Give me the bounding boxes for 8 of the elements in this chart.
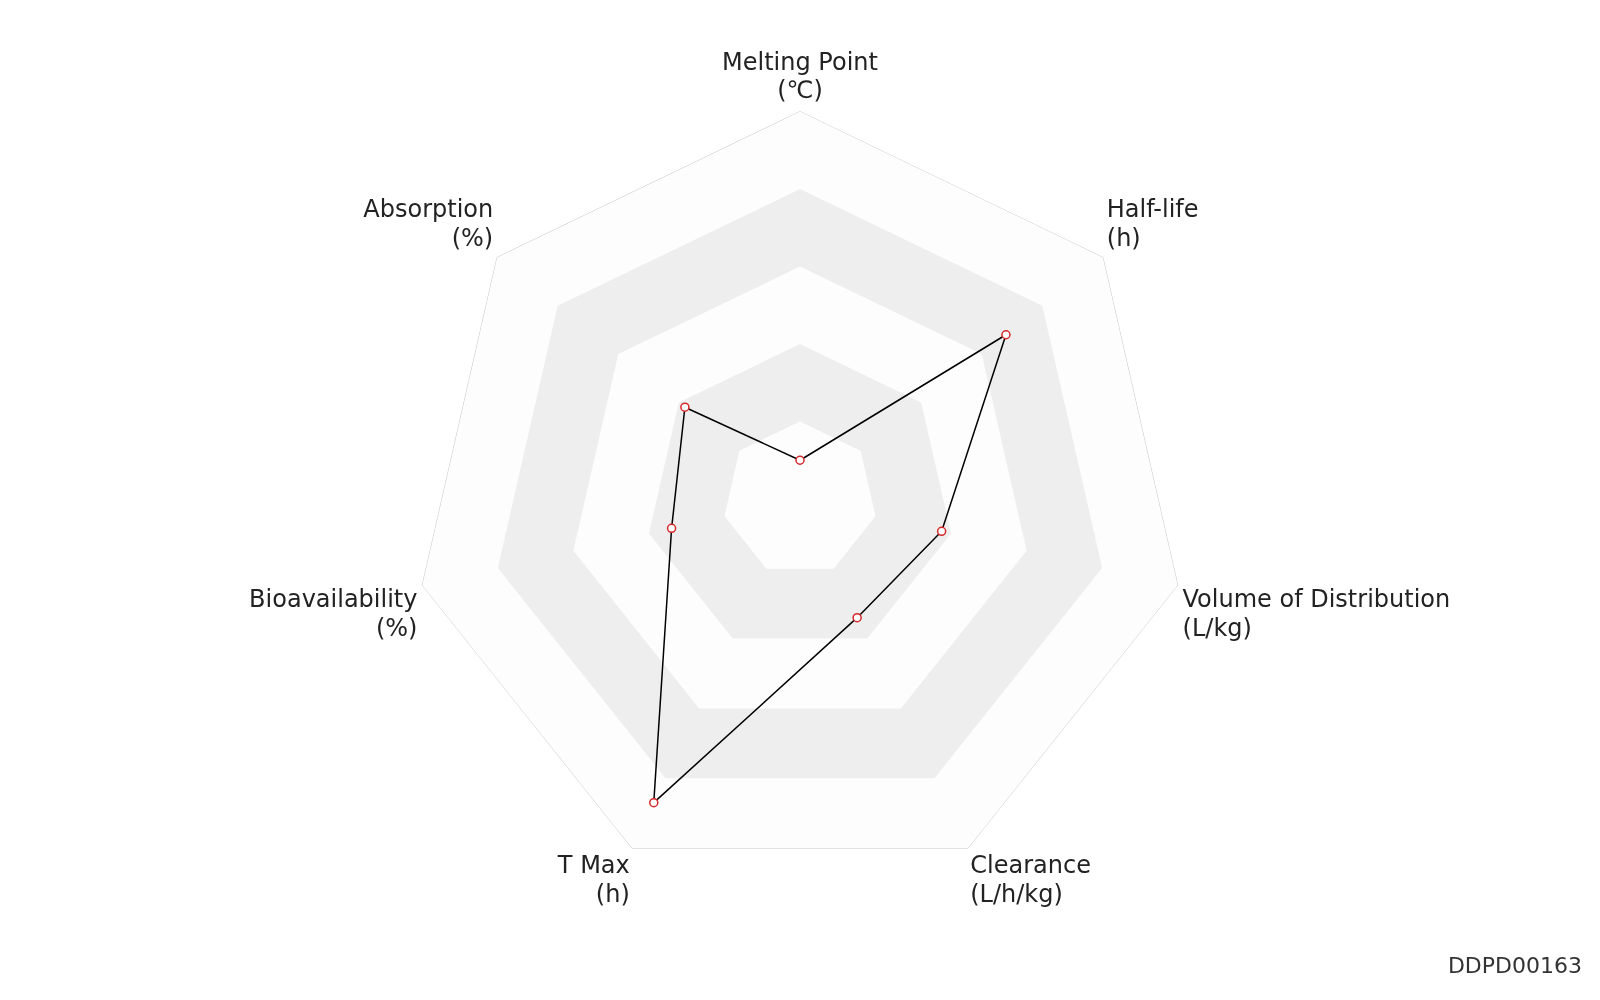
spoke-label: Melting Point (℃) bbox=[722, 47, 878, 105]
text: DDPD00163 bbox=[1447, 953, 1582, 978]
spoke-label: Volume of Distribution (L/kg) bbox=[1182, 584, 1451, 642]
spoke-label: Absorption (%) bbox=[363, 195, 494, 253]
spoke-label: Clearance (L/h/kg) bbox=[970, 851, 1091, 908]
spoke-label: Half-life (h) bbox=[1106, 195, 1199, 253]
spoke-label: Bioavailability (%) bbox=[249, 584, 418, 642]
spoke-label: T Max (h) bbox=[556, 851, 630, 908]
